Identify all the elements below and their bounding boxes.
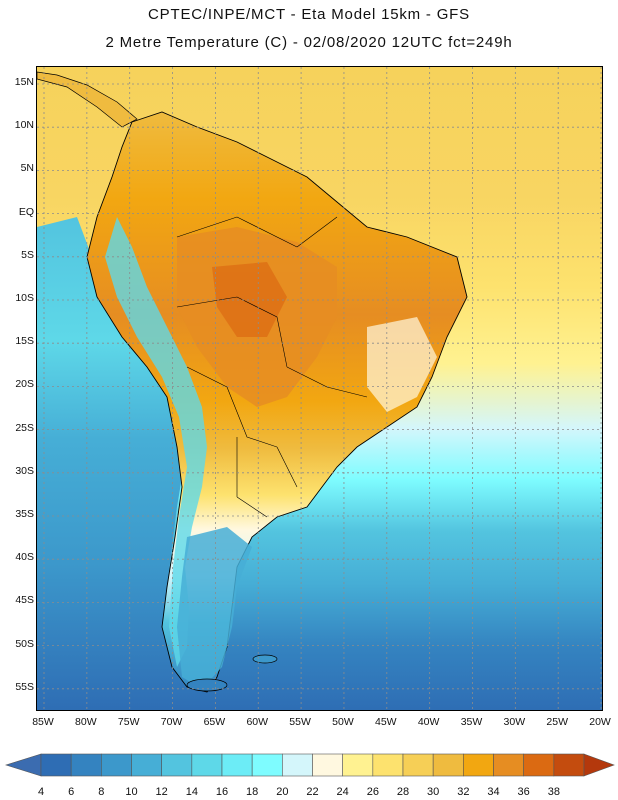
lat-tick-label: 10S: [15, 292, 34, 304]
colorbar-segment: [463, 753, 494, 777]
colorbar-tick-label: 38: [547, 786, 560, 798]
colorbar-segment: [523, 753, 555, 777]
lat-tick-label: 25S: [15, 421, 34, 434]
colorbar-segment: [372, 753, 404, 777]
colorbar-under-arrow: [4, 753, 42, 777]
lon-tick-label: 50W: [332, 716, 354, 728]
colorbar-segment: [221, 753, 253, 777]
colorbar-segment: [312, 753, 343, 777]
colorbar-segment: [282, 753, 313, 777]
colorbar-segment: [402, 753, 434, 777]
country-borders: [176, 216, 368, 518]
southern-cone-cool: [177, 527, 252, 689]
brazil-highlands: [367, 317, 437, 412]
colorbar-segment: [342, 753, 374, 777]
lat-tick-label: 15S: [15, 335, 34, 348]
colorbar-tick-label: 34: [487, 786, 500, 798]
colorbar-segment: [40, 753, 72, 777]
colorbar-segment: [131, 753, 162, 777]
colorbar-tick-label: 32: [457, 786, 470, 798]
lon-tick-label: 55W: [289, 716, 311, 728]
lon-tick-label: 35W: [460, 716, 483, 728]
colorbar-tick-label: 18: [246, 786, 259, 798]
lat-tick-label: 55S: [15, 680, 34, 693]
lat-tick-label: 5S: [21, 248, 34, 261]
lon-tick-label: 30W: [503, 716, 526, 728]
colorbar-tick-label: 36: [517, 786, 530, 798]
lon-tick-label: 60W: [246, 716, 269, 728]
colorbar: [4, 753, 615, 777]
lon-tick-label: 25W: [546, 716, 568, 728]
colorbar-segment: [493, 753, 524, 777]
colorbar-tick-label: 12: [155, 786, 168, 798]
lat-tick-label: 20S: [15, 378, 34, 391]
colorbar-tick-label: 6: [68, 786, 75, 798]
lon-tick-label: 45W: [375, 716, 397, 728]
colorbar-segment: [191, 753, 223, 777]
colorbar-over-arrow: [583, 753, 615, 777]
lat-tick-label: EQ: [18, 205, 34, 218]
colorbar-tick-label: 28: [396, 786, 410, 798]
colorbar-tick-label: 30: [427, 786, 440, 798]
colorbar-tick-label: 20: [276, 786, 289, 798]
chart-subtitle: 2 Metre Temperature (C) - 02/08/2020 12U…: [105, 34, 513, 51]
colorbar-tick-label: 22: [306, 786, 319, 798]
colorbar-segment: [553, 753, 585, 777]
central-america: [37, 71, 138, 128]
andes-cool-strip: [105, 217, 207, 667]
colorbar-tick-label: 24: [336, 786, 349, 798]
colorbar-tick-label: 16: [215, 786, 229, 798]
tierra-del-fuego: [186, 678, 228, 692]
lat-tick-label: 5N: [20, 162, 34, 175]
colorbar-tick-label: 4: [37, 786, 45, 798]
lat-tick-label: 40S: [15, 551, 34, 564]
lat-tick-label: 15N: [14, 76, 34, 88]
pacific-ocean: [37, 217, 187, 710]
chart-title: CPTEC/INPE/MCT - Eta Model 15km - GFS: [148, 6, 470, 23]
colorbar-segment: [70, 753, 102, 777]
colorbar-segment: [101, 753, 132, 777]
colorbar-tick-label: 14: [185, 786, 198, 798]
lon-tick-label: 40W: [417, 716, 440, 728]
colorbar-tick-label: 8: [98, 786, 105, 798]
lon-tick-label: 75W: [117, 716, 140, 728]
lat-tick-label: 45S: [15, 594, 34, 607]
falkland-islands: [252, 654, 278, 664]
lon-tick-label: 65W: [203, 716, 226, 728]
temperature-map[interactable]: [36, 66, 603, 711]
lon-tick-label: 70W: [160, 716, 183, 728]
lon-tick-label: 85W: [32, 716, 54, 728]
lon-tick-label: 80W: [75, 716, 97, 728]
lon-tick-label: 20W: [589, 716, 611, 728]
lat-tick-label: 10N: [14, 119, 34, 132]
lat-tick-label: 30S: [15, 464, 34, 477]
colorbar-tick-label: 26: [366, 786, 379, 798]
colorbar-tick-label: 10: [125, 786, 138, 798]
colorbar-segment: [161, 753, 193, 777]
lat-tick-label: 35S: [15, 508, 34, 520]
lat-tick-label: 50S: [15, 637, 34, 650]
colorbar-segment: [432, 753, 464, 777]
colorbar-segment: [251, 753, 283, 777]
hottest-zone: [212, 262, 287, 337]
